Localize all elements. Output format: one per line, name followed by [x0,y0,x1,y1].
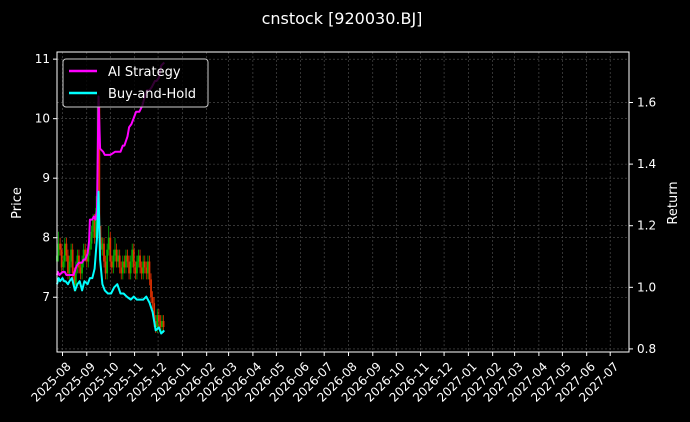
price-candle [120,261,123,280]
y-tick-label: 8 [42,231,50,245]
price-candle [109,231,112,268]
y-axis-label: Price [10,187,25,219]
price-candle [161,315,163,333]
y2-tick-label: 1.4 [637,157,656,171]
price-candle [137,249,140,268]
price-candles [56,100,165,333]
price-candle [101,237,104,256]
price-candle [112,249,115,274]
y2-axis-label: Return [666,181,681,224]
price-candle [60,243,63,274]
price-candle [71,243,74,280]
price-candle [134,261,137,280]
y-tick-label: 7 [42,290,50,304]
price-candle [140,261,143,280]
y2-tick-label: 1.6 [637,96,656,110]
price-candle [136,255,138,280]
price-candle [65,237,68,262]
price-candle [114,237,116,262]
price-candle [82,243,85,268]
price-candle [142,255,145,280]
price-candle [151,291,154,310]
price-candle [106,243,109,280]
price-candle [146,255,149,280]
price-candle [148,255,151,286]
price-candle [132,243,135,274]
price-candle [125,249,127,274]
chart-title: cnstock [920030.BJ] [262,9,423,28]
price-candle [107,225,110,256]
price-candle [70,243,73,268]
price-candle [157,309,160,327]
price-candle [145,261,148,280]
price-candle [104,255,107,280]
price-candle [110,255,113,274]
y2-tick-label: 1.2 [637,219,656,233]
plot-frame [56,51,630,353]
price-candle [129,255,132,280]
price-candle [118,249,121,274]
price-candle [115,243,118,268]
y2-tick-label: 1.0 [637,280,656,294]
price-candle [78,249,80,274]
y2-tick-label: 0.8 [637,342,656,356]
price-candle [90,225,93,250]
price-candle [59,237,62,256]
price-candle [103,237,105,268]
price-candle [117,249,120,268]
legend: AI Strategy Buy-and-Hold [62,58,209,108]
legend-entry-label: AI Strategy [108,65,181,80]
y-tick-label: 11 [35,52,50,66]
y-tick-label: 10 [35,112,50,126]
price-candle [63,237,66,268]
price-candle [79,261,82,280]
price-candle [128,255,130,280]
price-candle [121,255,124,280]
price-candle [62,255,65,274]
legend-box [62,58,209,108]
price-candle [143,255,146,274]
price-candle [150,273,152,304]
price-candle [131,243,134,268]
y-tick-label: 9 [42,171,50,185]
legend-entry-label: Buy-and-Hold [108,87,196,102]
price-candle [139,249,141,274]
price-candle [76,249,79,274]
price-candle [123,255,126,274]
price-candle [57,231,60,262]
price-candle [126,249,129,268]
price-candle [81,255,83,280]
buy-and-hold-line [56,190,166,335]
